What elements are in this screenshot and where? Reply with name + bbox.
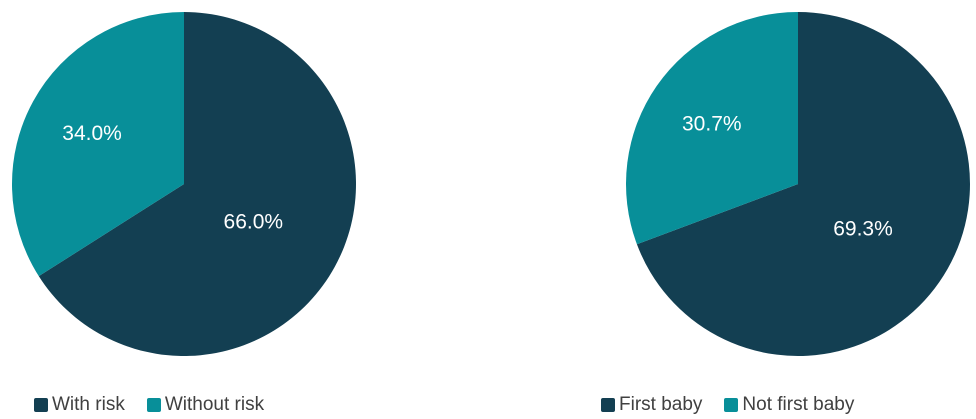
legend-swatch bbox=[146, 398, 161, 412]
data-label: 34.0% bbox=[62, 122, 122, 145]
legend-risk: With risk Without risk bbox=[34, 394, 286, 416]
pie-chart-risk: 66.0% 34.0% bbox=[12, 12, 356, 357]
legend-first-baby: First baby Not first baby bbox=[601, 394, 854, 416]
pie-slice-not-first-baby[interactable] bbox=[625, 12, 798, 245]
pie-slice-with-risk[interactable] bbox=[38, 12, 356, 357]
data-label: 30.7% bbox=[682, 113, 742, 136]
data-label: 66.0% bbox=[224, 211, 284, 234]
legend-label: Without risk bbox=[164, 394, 265, 415]
legend-label: First baby bbox=[619, 394, 703, 415]
legend-item-first-baby[interactable]: First baby bbox=[601, 394, 702, 416]
pie-slice-first-baby[interactable] bbox=[636, 12, 970, 357]
legend-swatch bbox=[724, 398, 739, 412]
legend-item-not-first-baby[interactable]: Not first baby bbox=[724, 394, 854, 416]
legend-swatch bbox=[34, 398, 48, 412]
data-label: 69.3% bbox=[833, 218, 893, 241]
legend-swatch bbox=[601, 398, 615, 412]
legend-item-without-risk[interactable]: Without risk bbox=[146, 394, 265, 416]
legend-label: Not first baby bbox=[742, 394, 855, 415]
legend-item-with-risk[interactable]: With risk bbox=[34, 394, 125, 416]
pie-chart-first-baby: 69.3% 30.7% bbox=[625, 12, 970, 357]
legend-label: With risk bbox=[52, 394, 125, 415]
pie-slice-without-risk[interactable] bbox=[12, 12, 184, 277]
